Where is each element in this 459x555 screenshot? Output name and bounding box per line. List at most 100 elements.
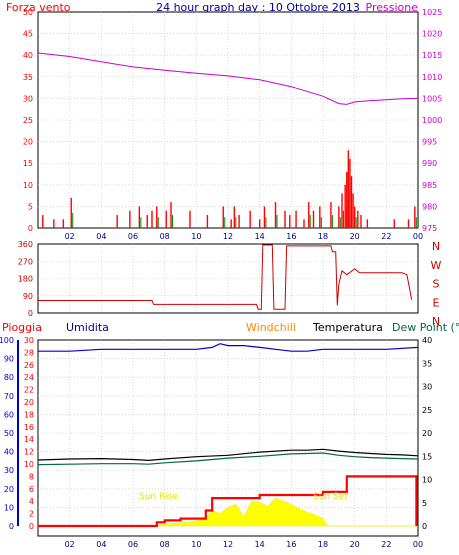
- rain-tick-label: 28: [24, 348, 34, 357]
- right-tick-label: 1010: [422, 73, 442, 82]
- x-tick-label: 04: [96, 232, 106, 241]
- temperature-tick-label: 30: [422, 383, 432, 392]
- rain-tick-label: 26: [24, 361, 34, 370]
- right-tick-label: 1025: [422, 8, 442, 17]
- direction-tick-label: 180: [18, 275, 33, 284]
- left-axis-label: Forza vento: [6, 1, 71, 14]
- chart-title: 24 hour graph day : 10 Ottobre 2013: [156, 1, 360, 14]
- right-tick-label: 985: [422, 181, 437, 190]
- humidity-tick-label: 80: [4, 373, 14, 382]
- left-tick-label: 50: [23, 8, 33, 17]
- compass-label: E: [433, 296, 440, 309]
- direction-tick-label: 360: [18, 240, 33, 249]
- rain-tick-label: 10: [24, 460, 34, 469]
- right-tick-label: 995: [422, 138, 437, 147]
- right-tick-label: 1005: [422, 94, 442, 103]
- humidity-tick-label: 100: [0, 336, 14, 345]
- x-tick-label: 02: [65, 540, 75, 549]
- temperature-tick-label: 10: [422, 476, 432, 485]
- legend-pioggia: Pioggia: [2, 321, 42, 334]
- humidity-tick-label: 60: [4, 410, 14, 419]
- humidity-tick-label: 40: [4, 448, 14, 457]
- compass-label: S: [433, 278, 440, 291]
- direction-tick-label: 270: [18, 257, 33, 266]
- temperature-tick-label: 0: [422, 522, 427, 531]
- x-tick-label: 16: [286, 232, 296, 241]
- humidity-tick-label: 50: [4, 429, 14, 438]
- x-tick-label: 08: [160, 540, 170, 549]
- humidity-tick-label: 30: [4, 466, 14, 475]
- left-tick-label: 20: [23, 138, 33, 147]
- x-tick-label: 04: [96, 540, 106, 549]
- rain-tick-label: 24: [24, 373, 34, 382]
- legend-temperatura: Temperatura: [312, 321, 383, 334]
- x-tick-label: 02: [65, 232, 75, 241]
- compass-label: N: [432, 315, 440, 328]
- x-tick-label: 18: [318, 540, 328, 549]
- rain-tick-label: 2: [29, 510, 34, 519]
- rain-tick-label: 16: [24, 423, 34, 432]
- left-tick-label: 35: [23, 73, 33, 82]
- x-tick-label: 10: [191, 232, 201, 241]
- x-tick-label: 00: [413, 540, 423, 549]
- rain-tick-label: 0: [29, 522, 34, 531]
- compass-label: N: [432, 240, 440, 253]
- rain-tick-label: 22: [24, 386, 34, 395]
- rain-tick-label: 8: [29, 472, 34, 481]
- rain-tick-label: 12: [24, 448, 34, 457]
- x-tick-label: 20: [350, 540, 360, 549]
- legend-windchill: Windchill: [246, 321, 296, 334]
- temperature-line: [37, 448, 419, 462]
- annotation-sunrise: Sun Rise: [139, 492, 178, 502]
- left-tick-label: 45: [23, 30, 33, 39]
- rain-tick-label: 14: [24, 435, 34, 444]
- x-tick-label: 18: [318, 232, 328, 241]
- rain-line: [38, 475, 418, 528]
- x-tick-label: 00: [413, 232, 423, 241]
- x-tick-label: 08: [160, 232, 170, 241]
- humidity-tick-label: 20: [4, 485, 14, 494]
- x-tick-label: 22: [381, 232, 391, 241]
- solar-area: [38, 497, 418, 527]
- annotation-sunset: Sun Set: [313, 492, 348, 502]
- x-tick-label: 10: [191, 540, 201, 549]
- left-tick-label: 15: [23, 159, 33, 168]
- x-tick-label: 22: [381, 540, 391, 549]
- left-tick-label: 0: [28, 224, 33, 233]
- right-tick-label: 990: [422, 159, 437, 168]
- humidity-tick-label: 70: [4, 392, 14, 401]
- legend-dew-point: Dew Point (°C: [392, 321, 459, 334]
- temperature-tick-label: 40: [422, 336, 432, 345]
- humidity-tick-label: 90: [4, 355, 14, 364]
- left-tick-label: 25: [23, 116, 33, 125]
- x-tick-label: 06: [128, 232, 138, 241]
- x-tick-label: 12: [223, 540, 233, 549]
- temperature-tick-label: 35: [422, 359, 432, 368]
- x-tick-label: 06: [128, 540, 138, 549]
- left-tick-label: 5: [28, 202, 33, 211]
- x-tick-label: 12: [223, 232, 233, 241]
- humidity-tick-label: 10: [4, 503, 14, 512]
- humidity-tick-label: 0: [9, 522, 14, 531]
- rain-tick-label: 4: [29, 497, 34, 506]
- humidity-line: [38, 343, 419, 352]
- rain-tick-label: 6: [29, 485, 34, 494]
- wind-direction-line: [38, 244, 413, 310]
- temperature-tick-label: 15: [422, 452, 432, 461]
- x-tick-label: 14: [255, 540, 265, 549]
- right-tick-label: 1015: [422, 51, 442, 60]
- x-tick-label: 14: [255, 232, 265, 241]
- x-tick-label: 20: [350, 232, 360, 241]
- right-tick-label: 1020: [422, 30, 442, 39]
- rain-tick-label: 30: [24, 336, 34, 345]
- left-tick-label: 30: [23, 94, 33, 103]
- right-tick-label: 1000: [422, 116, 442, 125]
- legend-umidita: Umidita: [66, 321, 109, 334]
- right-tick-label: 980: [422, 202, 437, 211]
- right-axis-label: Pressione: [366, 1, 419, 14]
- right-tick-label: 975: [422, 224, 437, 233]
- left-tick-label: 40: [23, 51, 33, 60]
- direction-tick-label: 0: [28, 309, 33, 318]
- temperature-tick-label: 5: [422, 499, 427, 508]
